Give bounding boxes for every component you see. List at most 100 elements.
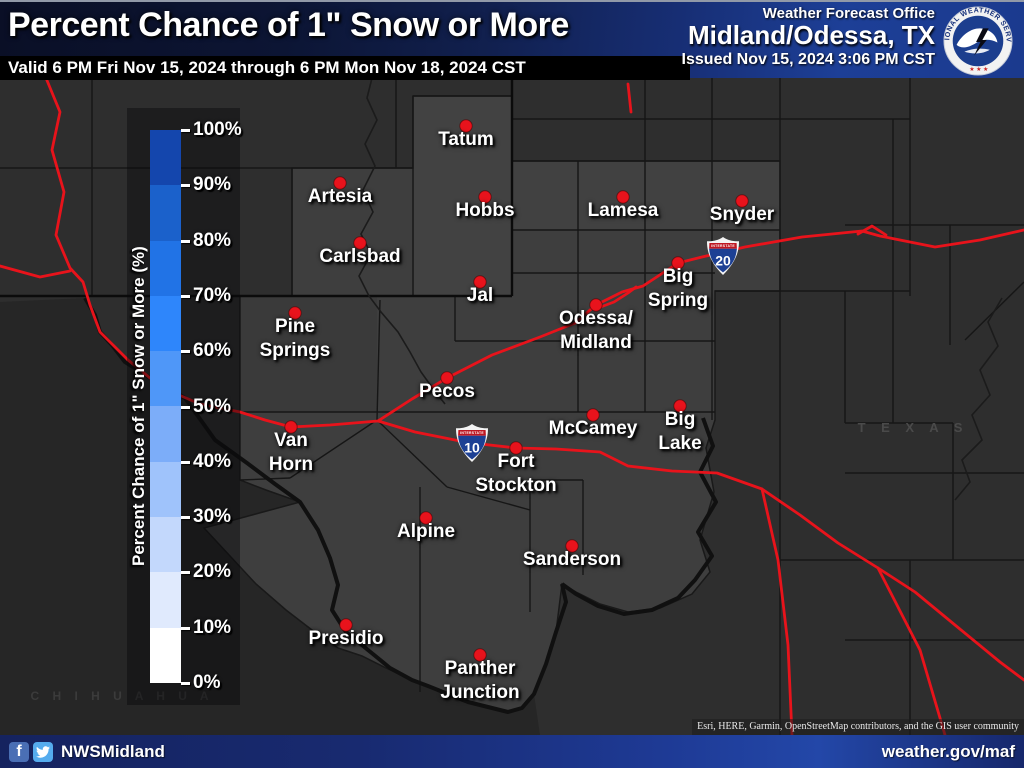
city-label: Big Lake: [658, 409, 701, 454]
shield-route-number: 10: [464, 440, 480, 456]
city-label: Jal: [467, 285, 493, 306]
legend-tick-label: 10%: [193, 616, 232, 638]
shield-interstate-text: INTERSTATE: [460, 431, 484, 435]
legend-tick-label: 50%: [193, 395, 232, 417]
highway-line: [376, 228, 1024, 423]
legend-tick: [181, 405, 190, 409]
city-label: Sanderson: [523, 549, 621, 570]
shield-interstate-text: INTERSTATE: [711, 244, 735, 248]
highway-line: [856, 224, 888, 237]
legend-color-step: [150, 240, 181, 296]
office-label: Weather Forecast Office: [762, 5, 935, 22]
legend-color-step: [150, 130, 181, 186]
legend-tick-label: 40%: [193, 450, 232, 472]
city-dot: [440, 371, 454, 385]
city-dot: [288, 306, 302, 320]
river-line: [358, 77, 446, 405]
facebook-icon[interactable]: f: [9, 741, 29, 762]
header-banner: Percent Chance of 1" Snow or More Valid …: [0, 0, 1024, 80]
nws-logo-lightning: [974, 28, 989, 56]
city-label: Pecos: [419, 381, 475, 402]
legend-tick: [181, 129, 190, 132]
highway-line: [44, 76, 293, 429]
highway-line: [760, 487, 794, 737]
legend-tick-label: 90%: [193, 174, 232, 196]
issued-timestamp: Issued Nov 15, 2024 3:06 PM CST: [681, 51, 935, 69]
legend-tick: [181, 350, 190, 354]
county-border: [289, 419, 378, 479]
legend-tick-label: 60%: [193, 340, 232, 362]
legend-color-step: [150, 406, 181, 462]
legend-tick-label: 70%: [193, 284, 232, 306]
city-dot: [473, 275, 487, 289]
legend-color-step: [150, 517, 181, 573]
region-label: C H I H U A H U A: [31, 689, 214, 703]
social-handle[interactable]: NWSMidland: [61, 741, 165, 761]
city-label: Fort Stockton: [475, 451, 556, 496]
city-dot: [353, 236, 367, 250]
city-dot: [565, 539, 579, 553]
valid-period-text: Valid 6 PM Fri Nov 15, 2024 through 6 PM…: [8, 58, 526, 77]
city-label: Hobbs: [455, 200, 514, 221]
city-label: Pine Springs: [260, 316, 331, 361]
office-block: Weather Forecast Office Midland/Odessa, …: [682, 6, 935, 69]
city-dot: [673, 399, 687, 413]
river-line: [954, 297, 1003, 501]
nws-logo: NATIONAL WEATHER SERVICE ★ ★ ★: [943, 6, 1013, 76]
legend-tick: [181, 516, 190, 520]
city-dot: [671, 256, 685, 270]
legend-color-step: [150, 461, 181, 518]
city-dot: [589, 298, 603, 312]
region-label: T E X A S: [858, 420, 969, 435]
legend-tick: [181, 571, 190, 575]
nws-logo-bird: [956, 28, 998, 48]
city-label: Alpine: [397, 521, 455, 542]
city-dot: [478, 190, 492, 204]
city-dot: [339, 618, 353, 632]
county-border: [446, 486, 531, 511]
city-dot: [333, 176, 347, 190]
county-border: [239, 477, 291, 481]
highway-line: [876, 566, 947, 737]
city-dot: [735, 194, 749, 208]
city-dot: [586, 408, 600, 422]
shield-red-band: [458, 430, 486, 436]
city-label: Panther Junction: [440, 658, 519, 703]
city-dot: [509, 441, 523, 455]
city-label: Van Horn: [269, 430, 313, 475]
shield-blue-body: [709, 248, 737, 273]
interstate-shield-20: INTERSTATE 20: [707, 237, 739, 275]
legend-tick: [181, 626, 190, 630]
legend-color-step: [150, 351, 181, 407]
highway-line: [596, 285, 638, 310]
shield-route-number: 20: [715, 253, 731, 269]
shield-blue-body: [458, 435, 486, 460]
legend-color-step: [150, 572, 181, 628]
twitter-icon[interactable]: [33, 741, 53, 762]
county-shade: [240, 296, 377, 412]
shield-red-band: [709, 243, 737, 249]
legend-tick-label: 0%: [193, 672, 221, 693]
legend-color-step: [150, 295, 181, 352]
legend-tick-label: 30%: [193, 506, 232, 528]
city-label: Odessa/Midland: [559, 308, 634, 353]
highway-line: [0, 264, 72, 279]
page-title: Percent Chance of 1" Snow or More: [8, 6, 569, 44]
map-attribution: Esri, HERE, Garmin, OpenStreetMap contri…: [692, 719, 1024, 735]
highway-line: [289, 419, 380, 429]
office-name: Midland/Odessa, TX: [687, 19, 935, 50]
legend-tick: [181, 294, 190, 298]
city-label: Big Spring: [648, 266, 708, 311]
valid-period-bar: Valid 6 PM Fri Nov 15, 2024 through 6 PM…: [0, 56, 690, 80]
footer-bar: f NWSMidland weather.gov/maf: [0, 735, 1024, 768]
legend-tick-label: 100%: [193, 119, 242, 140]
website-url[interactable]: weather.gov/maf: [881, 741, 1015, 761]
city-dot: [419, 511, 433, 525]
highway-line: [626, 82, 633, 114]
county-border: [376, 419, 448, 488]
legend-tick: [181, 682, 190, 685]
city-label: Tatum: [438, 129, 494, 150]
city-label: Snyder: [710, 204, 775, 225]
